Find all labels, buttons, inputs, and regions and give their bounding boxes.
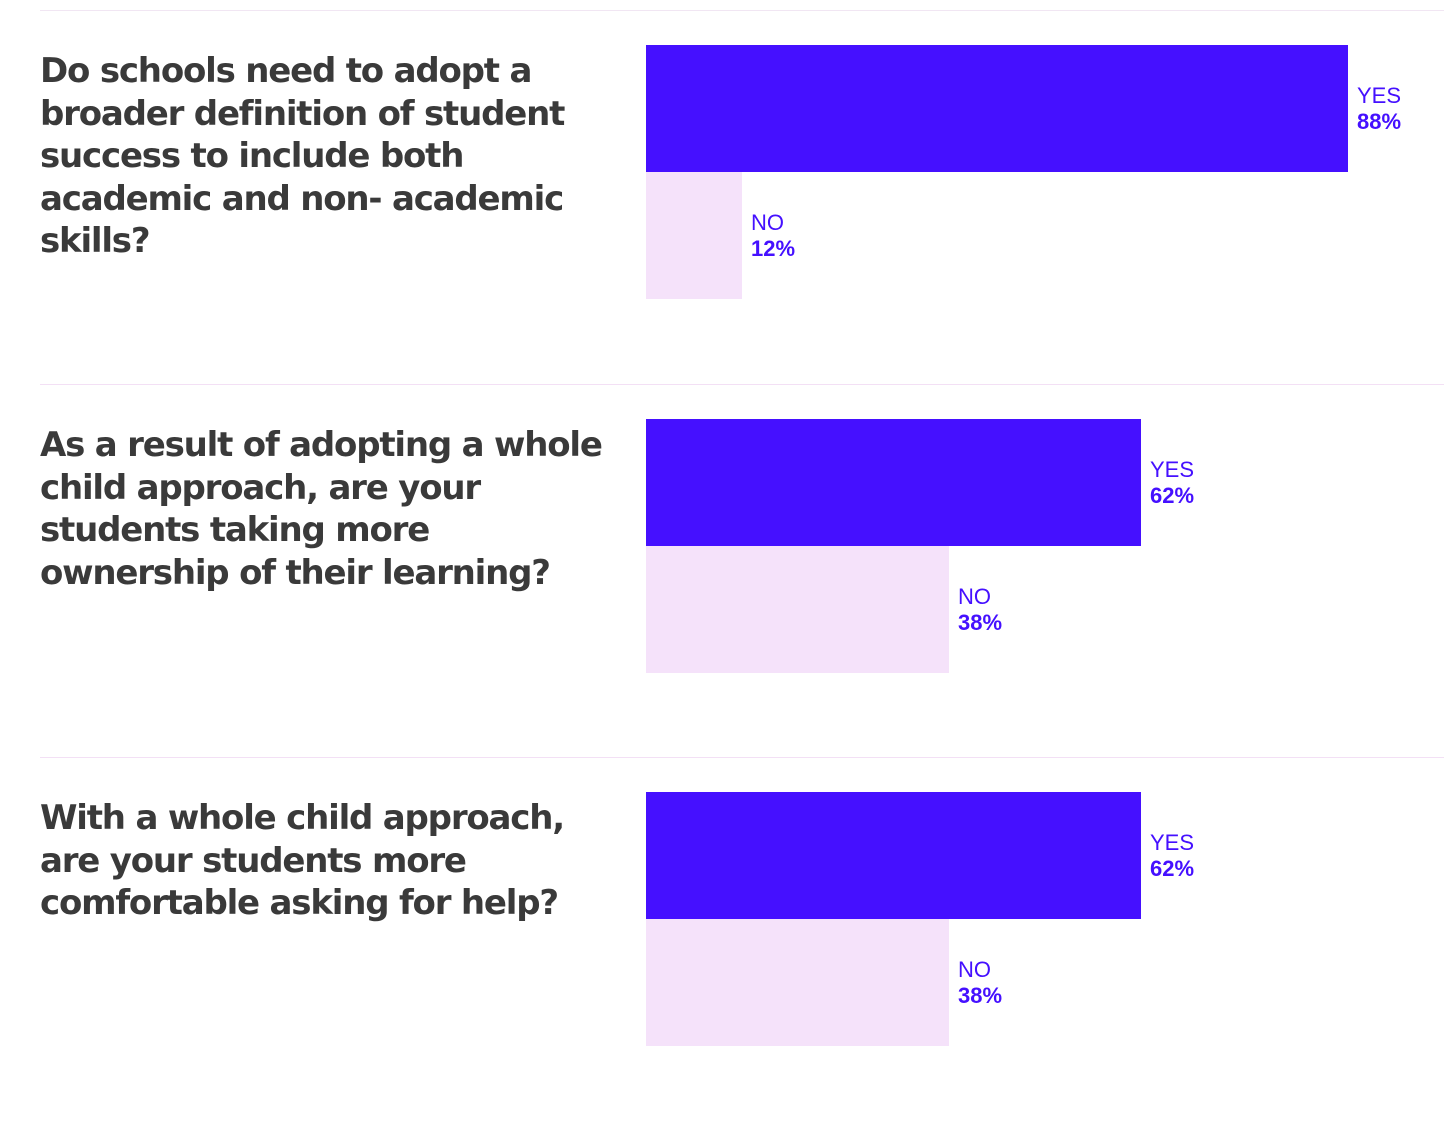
yes-percent-label: 88% xyxy=(1357,108,1402,134)
section-divider xyxy=(40,384,1444,385)
yes-bar: YES 88% xyxy=(646,45,1401,172)
survey-question-block: Do schools need to adopt a broader defin… xyxy=(0,10,1456,383)
top-divider xyxy=(40,10,1444,11)
yes-bar-label: YES 88% xyxy=(1357,83,1401,135)
yes-percent-label: 62% xyxy=(1150,855,1195,881)
survey-question-block: With a whole child approach, are your st… xyxy=(0,757,1456,1130)
no-percent-label: 12% xyxy=(751,235,796,261)
yes-bar-label: YES 62% xyxy=(1150,830,1194,882)
section-divider xyxy=(40,757,1444,758)
no-bar: NO 38% xyxy=(646,546,1002,673)
no-bar: NO 12% xyxy=(646,172,795,299)
yes-bar: YES 62% xyxy=(646,792,1194,919)
yes-percent-label: 62% xyxy=(1150,482,1195,508)
yes-bar: YES 62% xyxy=(646,419,1194,546)
no-bar-label: NO 12% xyxy=(751,210,795,262)
question-text: Do schools need to adopt a broader defin… xyxy=(40,51,565,261)
no-percent-label: 38% xyxy=(958,982,1003,1008)
survey-question-block: As a result of adopting a whole child ap… xyxy=(0,384,1456,757)
no-category-label: NO xyxy=(958,956,991,982)
no-bar-label: NO 38% xyxy=(958,957,1002,1009)
yes-category-label: YES xyxy=(1150,456,1195,482)
no-bar: NO 38% xyxy=(646,919,1002,1046)
question-text: With a whole child approach, are your st… xyxy=(40,798,565,923)
no-category-label: NO xyxy=(751,209,784,235)
yes-category-label: YES xyxy=(1357,82,1402,108)
yes-category-label: YES xyxy=(1150,829,1195,855)
question-text: As a result of adopting a whole child ap… xyxy=(40,425,603,593)
no-bar-label: NO 38% xyxy=(958,584,1002,636)
no-category-label: NO xyxy=(958,583,991,609)
no-percent-label: 38% xyxy=(958,609,1003,635)
yes-bar-label: YES 62% xyxy=(1150,457,1194,509)
